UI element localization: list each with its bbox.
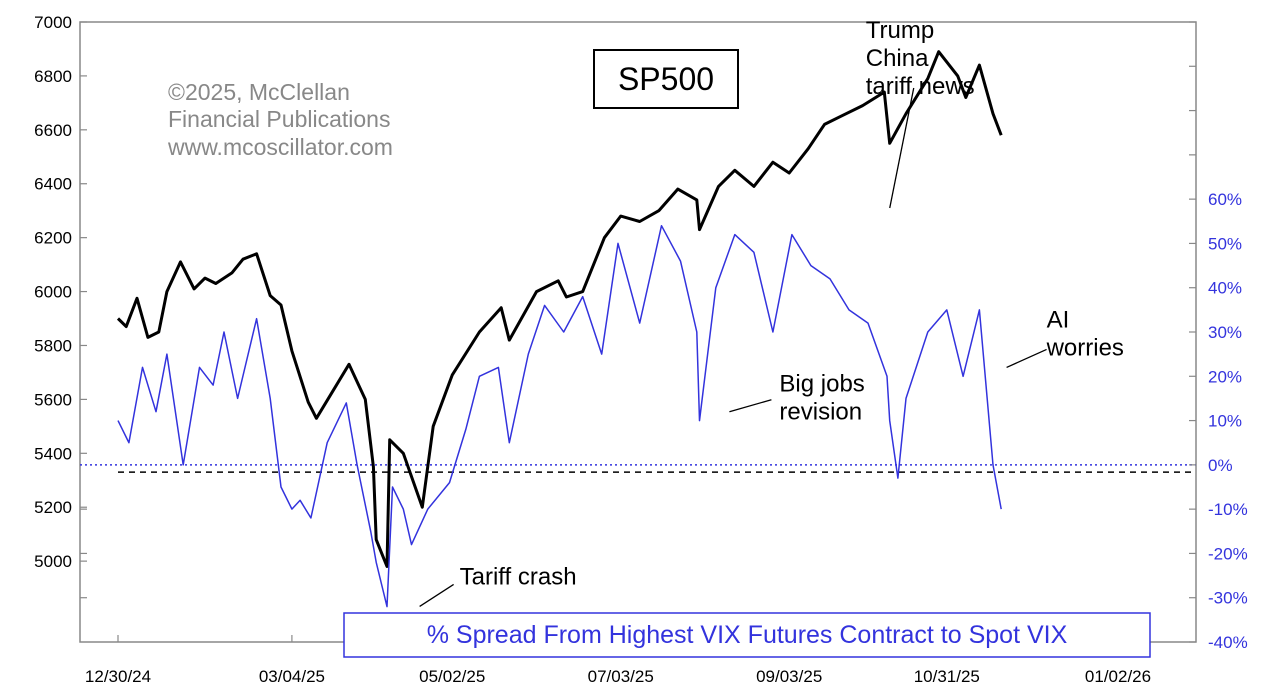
right-tick-label: -20% xyxy=(1208,544,1248,563)
left-tick-label: 5200 xyxy=(34,498,72,517)
left-tick-label: 6400 xyxy=(34,175,72,194)
annotation-text: revision xyxy=(779,399,862,426)
right-tick-label: 30% xyxy=(1208,323,1242,342)
right-tick-label: 60% xyxy=(1208,190,1242,209)
right-tick-label: 50% xyxy=(1208,234,1242,253)
subtitle-box: % Spread From Highest VIX Futures Contra… xyxy=(343,612,1151,658)
left-tick-label: 5400 xyxy=(34,444,72,463)
annotation-text: AI xyxy=(1047,306,1070,333)
right-tick-label: -40% xyxy=(1208,633,1248,652)
annotation-leader xyxy=(889,87,915,209)
chart-title: SP500 xyxy=(618,61,714,97)
x-tick-label: 09/03/25 xyxy=(756,667,822,686)
annotation-leader xyxy=(1006,348,1047,369)
annotation-text: worries xyxy=(1046,334,1124,361)
left-tick-label: 6800 xyxy=(34,67,72,86)
left-tick-label: 7000 xyxy=(34,13,72,32)
x-tick-label: 03/04/25 xyxy=(259,667,325,686)
right-tick-label: 40% xyxy=(1208,279,1242,298)
x-tick-label: 12/30/24 xyxy=(85,667,151,686)
left-tick-label: 6600 xyxy=(34,121,72,140)
vix-spread-line xyxy=(117,224,1002,608)
right-tick-label: 20% xyxy=(1208,367,1242,386)
title-frame xyxy=(593,49,739,109)
left-tick-label: 6000 xyxy=(34,283,72,302)
credit-line-1: ©2025, McClellan xyxy=(168,79,350,105)
right-tick-label: 0% xyxy=(1208,456,1233,475)
annotation-leader xyxy=(419,583,454,607)
x-tick-label: 07/03/25 xyxy=(588,667,654,686)
credit-text: ©2025, McClellan Financial Publications … xyxy=(167,79,393,160)
chart-title-box: SP500 xyxy=(593,49,739,109)
left-tick-label: 5800 xyxy=(34,336,72,355)
annotation-text: Big jobs xyxy=(779,371,864,398)
left-tick-label: 6200 xyxy=(34,229,72,248)
series xyxy=(116,50,1003,608)
x-tick-label: 10/31/25 xyxy=(914,667,980,686)
right-tick-label: 10% xyxy=(1208,412,1242,431)
subtitle-frame xyxy=(343,612,1151,658)
chart-subtitle: % Spread From Highest VIX Futures Contra… xyxy=(427,621,1068,649)
axes: 5000 5200 5400 5600 5800 6000 6200 6400 6600 6800… xyxy=(34,13,1248,686)
left-tick-label: 5600 xyxy=(34,390,72,409)
annotation-text: Trump xyxy=(866,17,934,44)
credit-line-3: www.mcoscillator.com xyxy=(167,134,393,160)
annotation-text: tariff news xyxy=(866,73,975,100)
annotation-leader xyxy=(729,399,772,413)
annotation-text: China xyxy=(866,45,929,72)
x-tick-label: 05/02/25 xyxy=(419,667,485,686)
right-tick-label: -30% xyxy=(1208,589,1248,608)
right-tick-label: -10% xyxy=(1208,500,1248,519)
sp500-line xyxy=(116,50,1003,568)
x-tick-label: 01/02/26 xyxy=(1085,667,1151,686)
credit-line-2: Financial Publications xyxy=(168,106,390,132)
left-tick-label: 5000 xyxy=(34,552,72,571)
annotation: Tariff crash xyxy=(419,563,577,607)
reference-lines xyxy=(80,464,1196,473)
annotation-text: Tariff crash xyxy=(460,563,577,590)
